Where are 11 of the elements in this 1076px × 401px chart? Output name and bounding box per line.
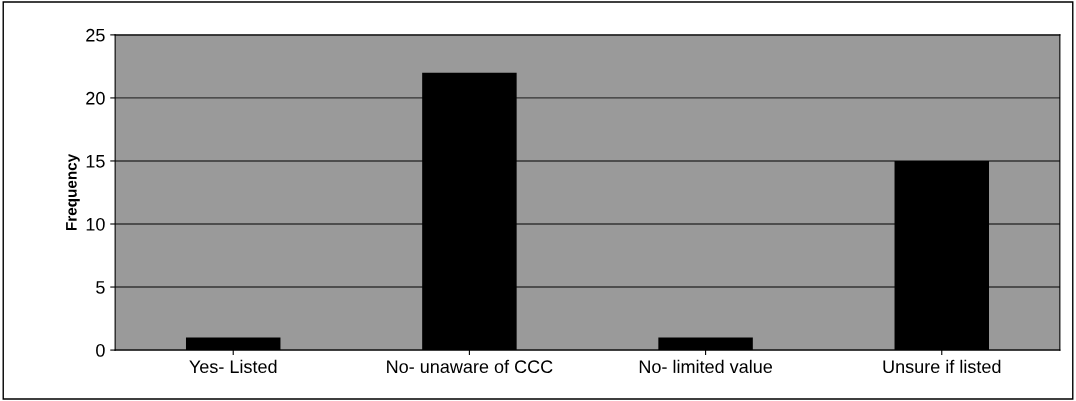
y-tick-label: 5 — [96, 281, 105, 294]
y-tick-label: 15 — [86, 155, 105, 168]
x-tick-label: No- unaware of CCC — [387, 359, 553, 374]
x-tick-label: Yes- Listed — [189, 359, 277, 374]
y-tick-label: 25 — [86, 28, 105, 42]
x-tick-label: No- limited value — [639, 359, 773, 374]
y-tick-label: 0 — [96, 344, 105, 357]
y-tick-label: 20 — [86, 91, 105, 105]
x-tick-label: Unsure if listed — [883, 359, 1001, 374]
y-axis-title: Frequency — [66, 153, 80, 231]
y-tick-label: 10 — [86, 217, 105, 231]
